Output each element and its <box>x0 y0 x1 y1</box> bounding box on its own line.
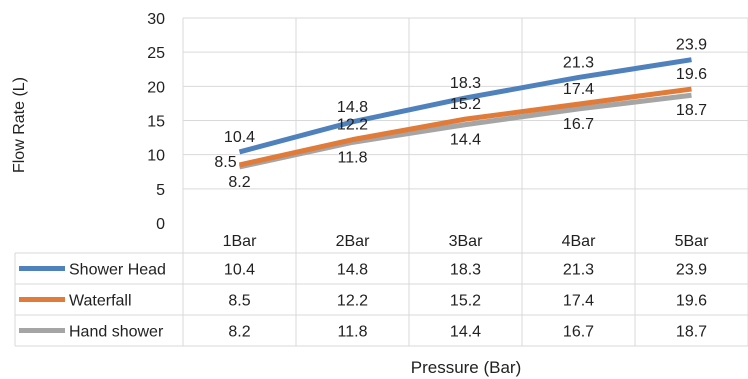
data-label: 15.2 <box>450 96 481 113</box>
table-cell: 10.4 <box>224 262 255 279</box>
x-tick-label: 4Bar <box>562 233 596 250</box>
table-cell: 14.8 <box>337 262 368 279</box>
x-tick-label: 2Bar <box>336 233 370 250</box>
table-cell: 19.6 <box>676 293 707 310</box>
data-label: 23.9 <box>676 37 707 54</box>
data-label: 19.6 <box>676 66 707 83</box>
table-cell: 14.4 <box>450 324 481 341</box>
table-cell: 8.2 <box>228 324 250 341</box>
y-axis-label: Flow Rate (L) <box>11 77 28 173</box>
table-cell: 12.2 <box>337 293 368 310</box>
legend-label: Hand shower <box>69 324 164 341</box>
data-label: 18.7 <box>676 102 707 119</box>
y-tick-label: 20 <box>147 79 165 96</box>
table-cell: 16.7 <box>563 324 594 341</box>
table-cell: 8.5 <box>228 293 250 310</box>
y-tick-label: 0 <box>156 216 165 233</box>
table-cell: 11.8 <box>338 324 368 341</box>
x-tick-label: 3Bar <box>449 233 483 250</box>
table-cell: 18.3 <box>450 262 481 279</box>
data-label: 21.3 <box>563 54 594 71</box>
table-cell: 23.9 <box>676 262 707 279</box>
data-label: 16.7 <box>563 116 594 133</box>
data-label: 14.8 <box>337 99 368 116</box>
data-labels: 10.4 14.8 18.3 21.3 23.9 8.5 12.2 15.2 17.4 19.6 8… <box>214 37 707 191</box>
table-cell: 15.2 <box>450 293 481 310</box>
legend-label: Shower Head <box>69 262 166 279</box>
data-label: 17.4 <box>563 81 594 98</box>
y-tick-label: 5 <box>156 182 165 199</box>
grid-layer <box>14 17 748 347</box>
table-cell: 17.4 <box>563 293 594 310</box>
table-cell: 18.7 <box>676 324 707 341</box>
data-label: 8.2 <box>228 174 250 191</box>
legend-label: Waterfall <box>69 293 132 310</box>
y-axis-ticks: 0 5 10 15 20 25 30 <box>147 11 165 233</box>
data-label: 14.4 <box>450 132 481 149</box>
x-axis-label: Pressure (Bar) <box>411 358 522 377</box>
table-cell: 21.3 <box>563 262 594 279</box>
data-label: 18.3 <box>450 75 481 92</box>
data-label: 11.8 <box>338 149 368 166</box>
data-label: 10.4 <box>224 129 255 146</box>
series-line-waterfall <box>238 86 692 168</box>
y-tick-label: 10 <box>147 148 165 165</box>
data-table: 1Bar 2Bar 3Bar 4Bar 5Bar Shower Head 10.4 14.8 1… <box>19 233 709 341</box>
x-tick-label: 1Bar <box>223 233 257 250</box>
y-tick-label: 25 <box>147 45 165 62</box>
series-line-shower-head <box>238 57 692 155</box>
y-tick-label: 15 <box>147 114 165 131</box>
data-label: 12.2 <box>337 117 368 134</box>
x-tick-label: 5Bar <box>675 233 709 250</box>
series-lines <box>238 57 692 170</box>
y-tick-label: 30 <box>147 11 165 28</box>
data-label: 8.5 <box>214 154 236 171</box>
